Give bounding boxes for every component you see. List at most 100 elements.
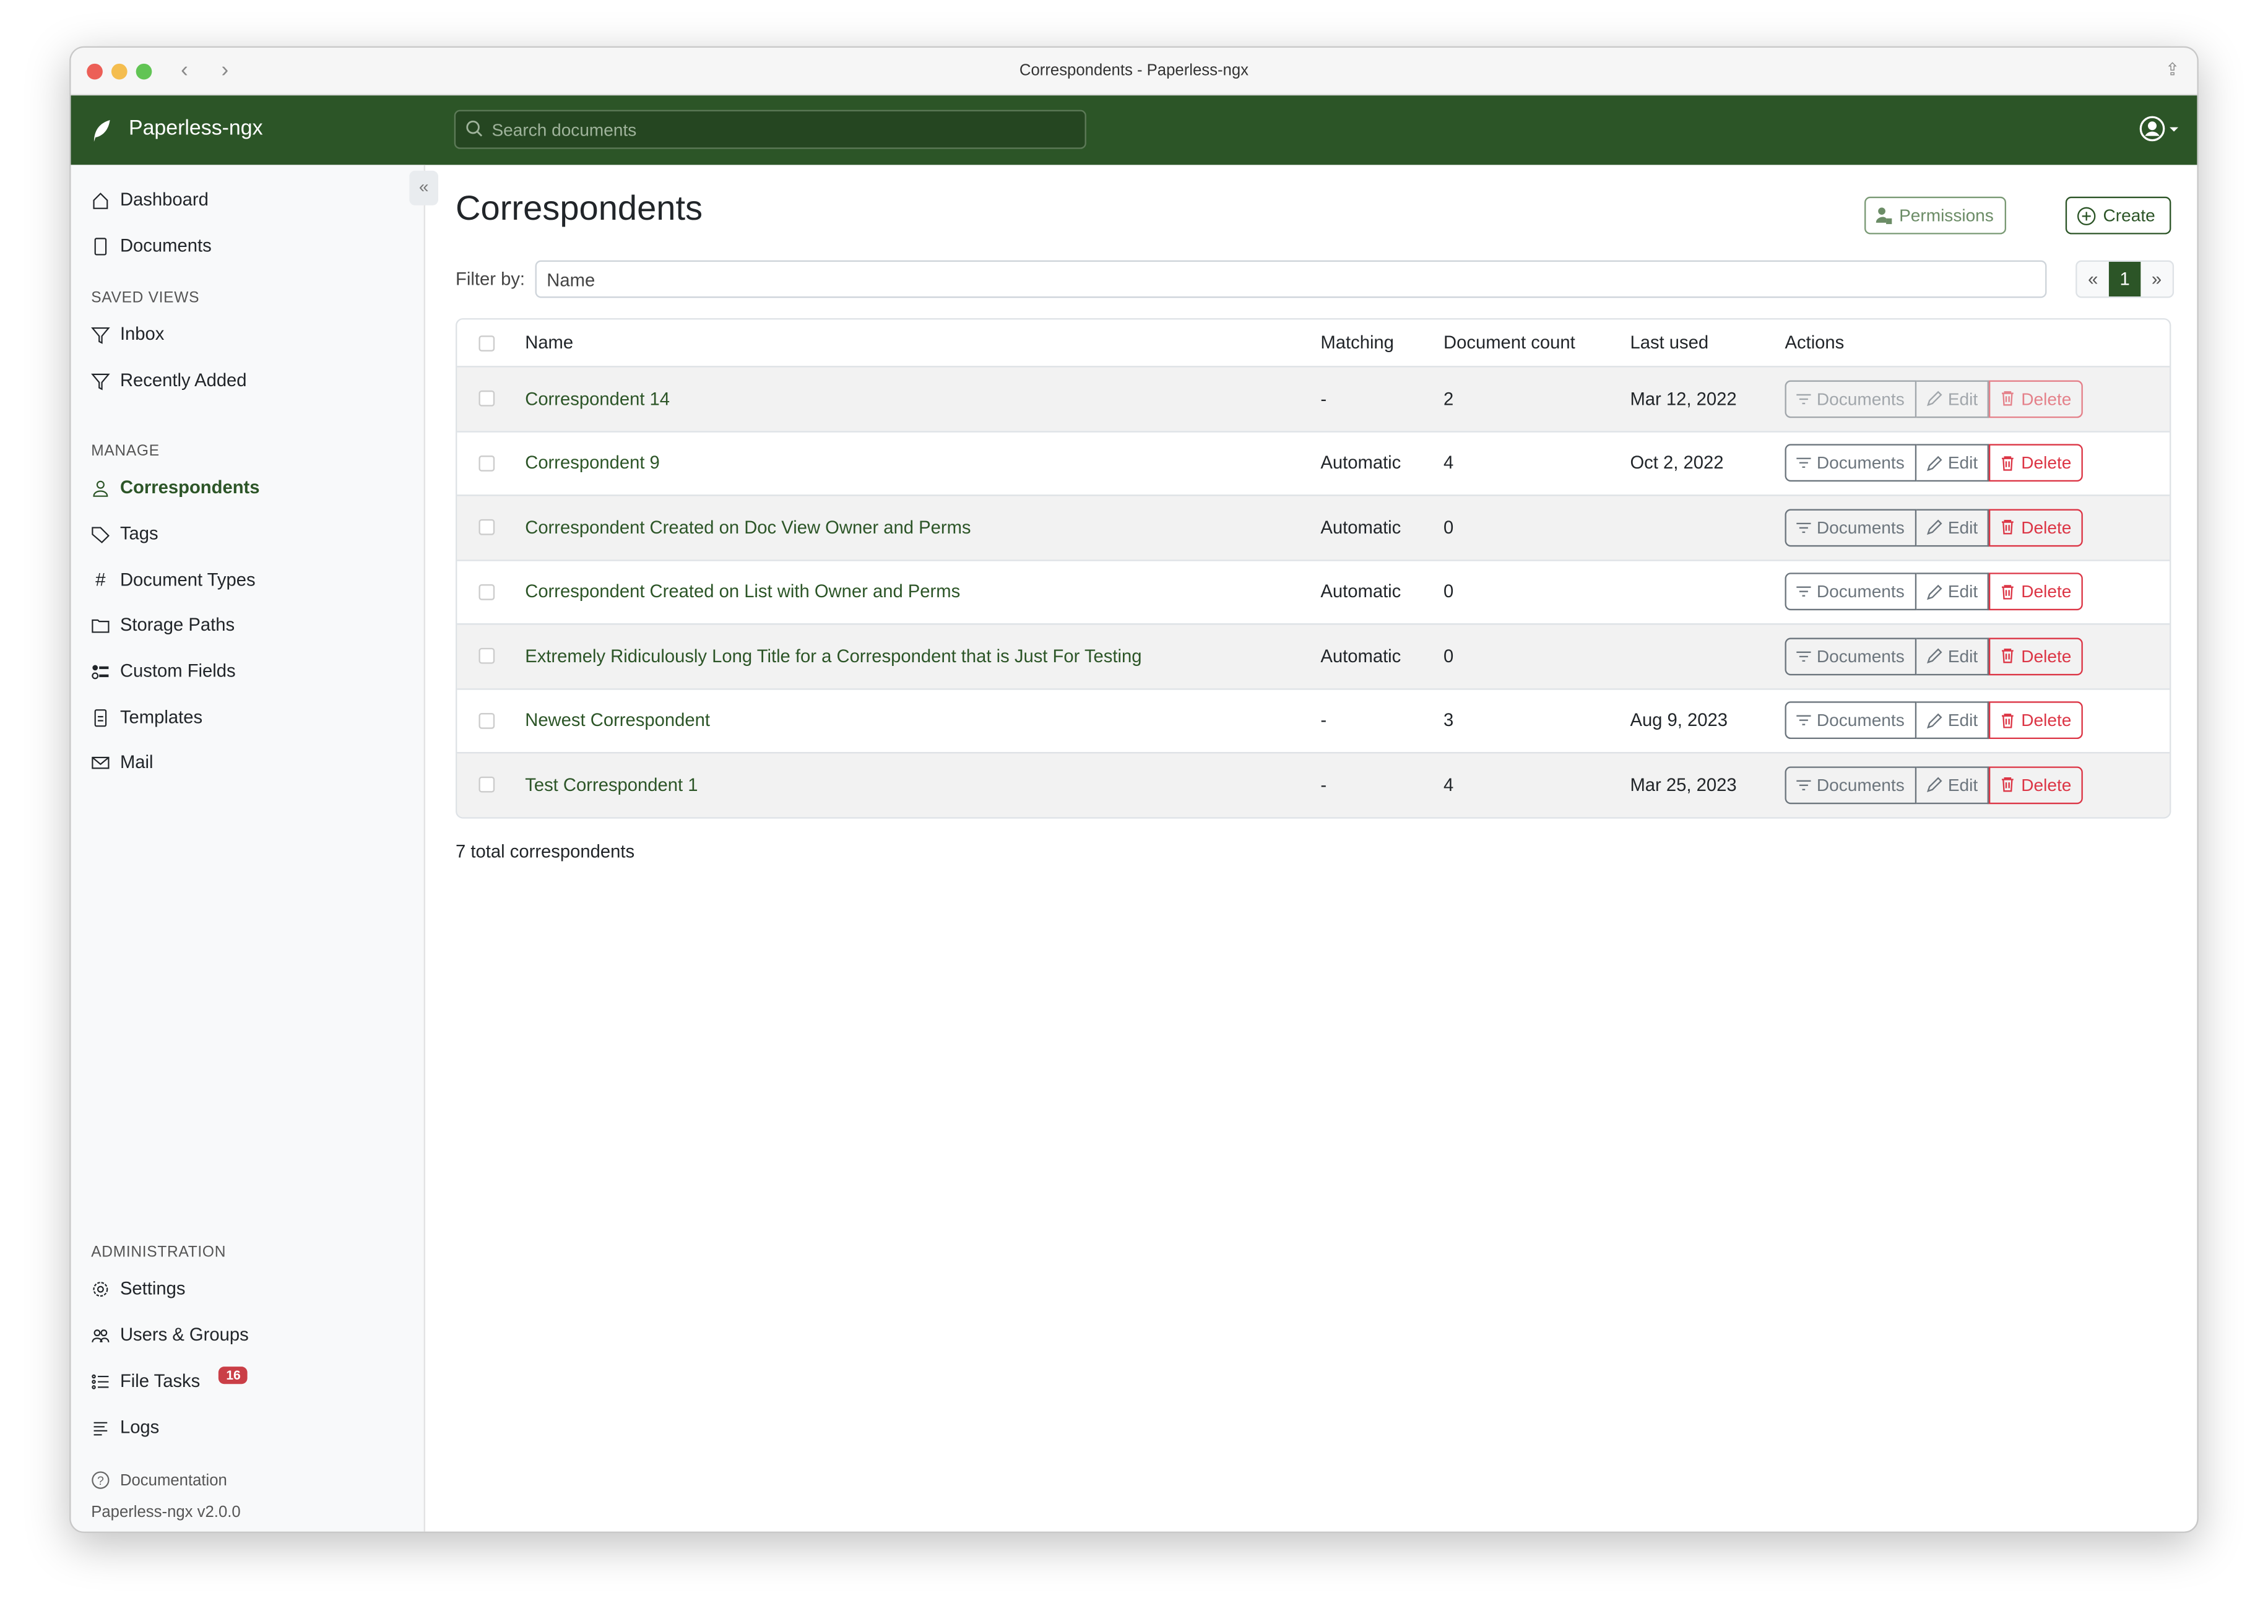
documentation-link[interactable]: ? Documentation — [91, 1471, 227, 1489]
row-checkbox[interactable] — [478, 777, 495, 793]
last-used-value: Oct 2, 2022 — [1630, 452, 1724, 473]
documents-button[interactable]: Documents — [1785, 637, 1916, 675]
collapse-sidebar-button[interactable]: « — [409, 170, 439, 205]
search-input[interactable]: Search documents — [454, 110, 1086, 149]
folder-icon — [92, 618, 110, 633]
sidebar-item-label: Tags — [119, 523, 158, 544]
delete-button[interactable]: Delete — [1989, 701, 2084, 740]
text-left-icon — [93, 1421, 108, 1435]
documents-button[interactable]: Documents — [1785, 572, 1916, 611]
sidebar-item-logs[interactable]: Logs — [91, 1417, 159, 1438]
correspondent-name-link[interactable]: Newest Correspondent — [525, 710, 710, 731]
sidebar-item-dashboard[interactable]: Dashboard — [91, 189, 209, 210]
documents-button[interactable]: Documents — [1785, 701, 1916, 740]
forward-icon[interactable]: › — [221, 58, 229, 83]
documents-button[interactable]: Documents — [1785, 508, 1916, 546]
sidebar-item-inbox[interactable]: Inbox — [91, 324, 164, 344]
delete-button[interactable]: Delete — [1989, 508, 2084, 546]
page-title: Correspondents — [456, 189, 703, 229]
correspondent-name-link[interactable]: Correspondent Created on Doc View Owner … — [525, 517, 971, 538]
share-icon[interactable]: ⇪ — [2165, 59, 2180, 80]
person-lock-icon — [1876, 207, 1892, 225]
delete-button[interactable]: Delete — [1989, 637, 2084, 675]
column-header-last-used[interactable]: Last used — [1630, 332, 1709, 353]
delete-label: Delete — [2021, 517, 2072, 538]
next-page-button[interactable]: » — [2151, 269, 2162, 290]
sidebar-item-recently-added[interactable]: Recently Added — [91, 370, 247, 391]
column-header-matching[interactable]: Matching — [1320, 332, 1394, 353]
pencil-icon — [1926, 649, 1942, 664]
correspondent-name-link[interactable]: Extremely Ridiculously Long Title for a … — [525, 646, 1142, 667]
previous-page-button[interactable]: « — [2088, 269, 2098, 290]
sidebar-item-label: Document Types — [119, 569, 256, 590]
row-checkbox[interactable] — [478, 584, 495, 600]
row-actions: Documents Edit Delete — [1785, 572, 2084, 611]
column-header-name[interactable]: Name — [525, 332, 574, 353]
create-button[interactable]: Create — [2065, 196, 2171, 235]
close-window-button[interactable] — [87, 63, 103, 80]
edit-button[interactable]: Edit — [1916, 379, 1989, 418]
document-count-value: 3 — [1443, 710, 1454, 731]
column-header-document-count[interactable]: Document count — [1443, 332, 1575, 353]
documents-label: Documents — [1816, 581, 1905, 602]
correspondent-name-link[interactable]: Test Correspondent 1 — [525, 774, 698, 795]
sidebar-item-documents[interactable]: Documents — [91, 236, 212, 256]
funnel-icon — [91, 373, 110, 390]
edit-button[interactable]: Edit — [1916, 572, 1989, 611]
funnel-icon — [91, 326, 110, 343]
sidebar-item-tags[interactable]: Tags — [91, 524, 158, 544]
delete-button[interactable]: Delete — [1989, 766, 2084, 804]
back-icon[interactable]: ‹ — [181, 58, 188, 83]
row-checkbox[interactable] — [478, 712, 495, 729]
matching-value: Automatic — [1320, 581, 1401, 602]
brand-name[interactable]: Paperless-ngx — [128, 117, 263, 140]
sidebar-item-settings[interactable]: Settings — [91, 1279, 185, 1298]
documents-label: Documents — [1816, 774, 1905, 795]
sidebar-item-correspondents[interactable]: Correspondents — [91, 477, 260, 498]
sidebar-item-mail[interactable]: Mail — [91, 752, 154, 772]
trash-icon — [2002, 584, 2014, 599]
row-checkbox[interactable] — [478, 648, 495, 665]
row-checkbox[interactable] — [478, 519, 495, 536]
select-all-checkbox[interactable] — [478, 334, 495, 351]
user-menu-button[interactable] — [2139, 116, 2179, 146]
row-checkbox[interactable] — [478, 455, 495, 472]
edit-button[interactable]: Edit — [1916, 444, 1989, 482]
documents-button[interactable]: Documents — [1785, 444, 1916, 482]
sidebar-item-file-tasks[interactable]: File Tasks 16 — [91, 1367, 248, 1391]
documents-button[interactable]: Documents — [1785, 379, 1916, 418]
minimize-window-button[interactable] — [111, 63, 128, 80]
ui-radios-icon — [92, 664, 109, 679]
edit-button[interactable]: Edit — [1916, 766, 1989, 804]
sidebar-item-storage-paths[interactable]: Storage Paths — [91, 615, 235, 635]
edit-button[interactable]: Edit — [1916, 701, 1989, 740]
permissions-button[interactable]: Permissions — [1864, 196, 2007, 235]
administration-heading: ADMINISTRATION — [91, 1243, 227, 1261]
sidebar-item-label: Storage Paths — [119, 615, 235, 635]
pencil-icon — [1926, 391, 1942, 407]
documents-button[interactable]: Documents — [1785, 766, 1916, 804]
edit-button[interactable]: Edit — [1916, 508, 1989, 546]
filter-label: Filter by: — [456, 269, 526, 290]
page-1-button[interactable]: 1 — [2108, 261, 2141, 297]
delete-button[interactable]: Delete — [1989, 379, 2084, 418]
matching-value: - — [1320, 774, 1327, 795]
filter-name-input[interactable]: Name — [535, 260, 2047, 298]
delete-button[interactable]: Delete — [1989, 572, 2084, 611]
sidebar-item-templates[interactable]: Templates — [91, 707, 202, 727]
delete-label: Delete — [2021, 452, 2072, 473]
correspondent-name-link[interactable]: Correspondent Created on List with Owner… — [525, 581, 961, 602]
delete-button[interactable]: Delete — [1989, 444, 2084, 482]
sidebar-item-custom-fields[interactable]: Custom Fields — [91, 661, 236, 681]
sidebar-item-document-types[interactable]: # Document Types — [91, 570, 255, 590]
correspondent-name-link[interactable]: Correspondent 14 — [525, 388, 670, 409]
row-checkbox[interactable] — [478, 391, 495, 407]
last-used-value: Aug 9, 2023 — [1630, 710, 1728, 731]
last-used-value: Mar 12, 2022 — [1630, 388, 1737, 409]
sidebar-item-label: Inbox — [119, 324, 165, 345]
edit-label: Edit — [1947, 646, 1978, 667]
correspondent-name-link[interactable]: Correspondent 9 — [525, 452, 660, 473]
maximize-window-button[interactable] — [136, 63, 152, 80]
sidebar-item-users-groups[interactable]: Users & Groups — [91, 1324, 249, 1345]
edit-button[interactable]: Edit — [1916, 637, 1989, 675]
